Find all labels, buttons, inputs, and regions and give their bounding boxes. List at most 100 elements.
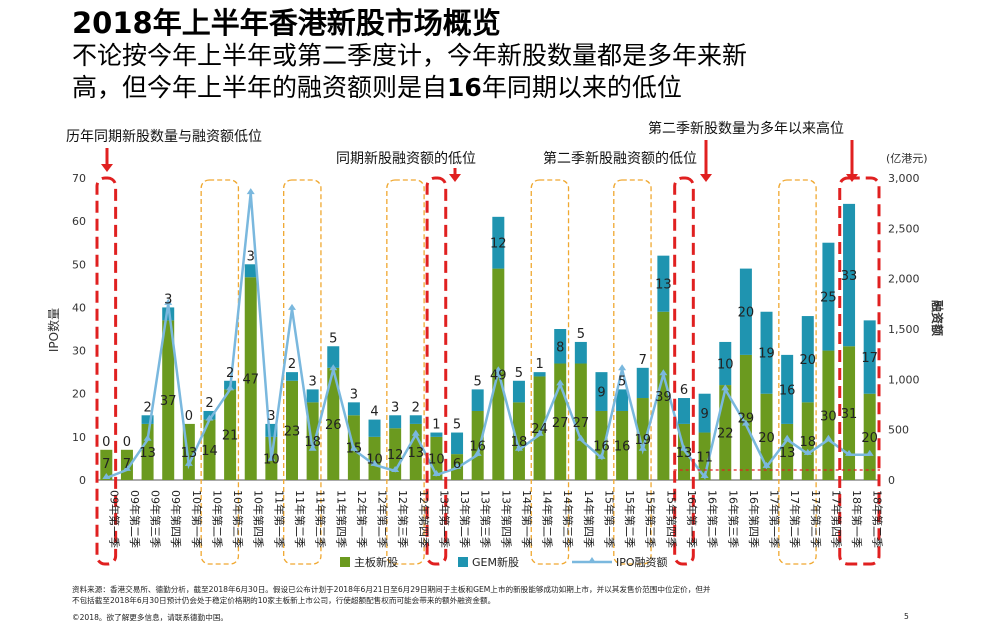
ipo-funds-marker (618, 364, 627, 371)
x-tick-label: 09年第四季 (169, 490, 183, 548)
x-tick-label: 10年第四季 (252, 490, 266, 548)
title-block: 2018年上半年香港新股市场概览 不论按今年上半年或第二季度计，今年新股数量都是… (72, 6, 972, 104)
annotation-text: 历年同期新股数量与融资额低位 (66, 129, 262, 145)
x-tick-label: 11年第二季 (293, 490, 307, 548)
bar-gem (533, 372, 546, 377)
bar-gem (471, 389, 484, 411)
ipo-funds-marker (453, 462, 462, 469)
bar-gem (574, 341, 587, 364)
label-gem: 3 (391, 400, 399, 415)
ipo-funds-marker (762, 461, 771, 468)
ipo-funds-marker (349, 444, 358, 451)
x-tick-label: 09年第三季 (149, 490, 163, 548)
bar-gem (781, 354, 794, 424)
x-tick-label: 14年第二季 (541, 490, 555, 548)
bar-gem (430, 432, 443, 437)
bar-main-board (327, 367, 340, 480)
bar-main-board (512, 402, 525, 480)
label-gem: 9 (700, 407, 708, 422)
bar-gem (347, 402, 360, 416)
label-main-board: 13 (676, 446, 693, 461)
ipo-funds-marker (391, 465, 400, 472)
ipo-funds-marker (473, 449, 482, 456)
bar-main-board (595, 410, 608, 480)
bar-main-board (739, 354, 752, 480)
bar-main-board (636, 398, 649, 480)
label-main-board: 13 (408, 446, 425, 461)
x-tick-label: 18年第一季 (850, 490, 864, 548)
x-tick-label: 17年第一季 (768, 490, 782, 548)
bar-main-board (162, 320, 175, 480)
subtitle-line-1: 不论按今年上半年或第二季度计，今年新股数量都是多年来新 (72, 41, 748, 70)
x-tick-label: 15年第四季 (664, 490, 678, 548)
label-gem: 7 (639, 353, 647, 368)
ipo-funds-marker (288, 303, 296, 310)
bar-gem (306, 389, 319, 403)
legend-label-main-board: 主板新股 (354, 555, 398, 569)
subtitle-line-2-b: 年同期以来的低位 (481, 73, 682, 102)
y-tick-label: 30 (72, 345, 86, 358)
bar-gem (678, 398, 690, 424)
label-gem: 5 (329, 331, 337, 346)
y-tick-label: 40 (72, 301, 86, 314)
bar-main-board (224, 389, 237, 480)
annotation-arrowhead (101, 164, 113, 172)
label-main-board: 27 (552, 416, 569, 431)
ipo-funds-marker (535, 429, 544, 436)
bar-gem (409, 415, 422, 424)
label-gem: 3 (247, 249, 255, 264)
y2-tick-label: 500 (888, 424, 909, 437)
label-gem: 2 (143, 400, 151, 415)
x-tick-label: 17年第三季 (809, 490, 823, 548)
label-gem: 3 (308, 374, 316, 389)
legend-label-gem: GEM新股 (472, 555, 519, 569)
x-tick-label: 11年第四季 (334, 490, 348, 548)
ipo-funds-marker (741, 419, 750, 426)
x-tick-label: 10年第二季 (210, 490, 224, 548)
x-tick-label: 11年第三季 (314, 490, 328, 548)
y2-tick-label: 2,000 (888, 273, 920, 286)
highlight-box-orange (613, 179, 652, 565)
label-gem: 1 (432, 418, 440, 433)
bar-gem (843, 203, 856, 347)
label-main-board: 13 (139, 446, 156, 461)
ipo-funds-marker (783, 434, 792, 441)
y2-tick-label: 1,000 (888, 373, 920, 386)
ipo-funds-marker (102, 472, 111, 479)
label-main-board: 13 (181, 446, 198, 461)
label-gem: 4 (370, 405, 378, 420)
label-gem: 6 (680, 383, 688, 398)
bar-gem (286, 372, 298, 381)
x-tick-label: 17年第四季 (829, 490, 843, 548)
label-gem: 1 (535, 357, 543, 372)
label-gem: 5 (618, 374, 626, 389)
x-tick-label: 13年第三季 (479, 490, 493, 548)
bar-gem (368, 419, 381, 437)
label-main-board: 23 (284, 424, 301, 439)
x-tick-label: 16年第三季 (726, 490, 740, 548)
label-gem: 2 (288, 357, 296, 372)
bar-main-board (100, 449, 113, 480)
label-main-board: 37 (160, 394, 177, 409)
ipo-funds-line (105, 192, 870, 480)
y-tick-label: 20 (72, 388, 86, 401)
footnote: 资料来源：香港交易所、德勤分析，截至2018年6月30日。假设已公布计划于201… (72, 584, 932, 606)
annotation-text: 同期新股融资额的低位 (336, 151, 476, 167)
highlight-box-orange (200, 179, 240, 565)
bar-gem (719, 341, 732, 386)
label-main-board: 22 (717, 427, 734, 442)
label-main-board: 7 (102, 457, 110, 472)
ipo-funds-marker (556, 379, 565, 386)
ipo-funds-marker (576, 434, 585, 441)
label-gem: 3 (164, 292, 172, 307)
label-main-board: 7 (123, 457, 131, 472)
x-tick-label: 11年第一季 (272, 490, 286, 548)
x-tick-label: 14年第一季 (520, 490, 534, 548)
label-gem: 2 (412, 400, 420, 415)
bar-gem (863, 320, 876, 394)
ipo-funds-marker (865, 449, 874, 456)
x-tick-label: 12年第四季 (417, 490, 431, 548)
bar-main-board (286, 380, 298, 480)
page-number: 5 (904, 612, 909, 621)
label-main-board: 31 (841, 407, 858, 422)
